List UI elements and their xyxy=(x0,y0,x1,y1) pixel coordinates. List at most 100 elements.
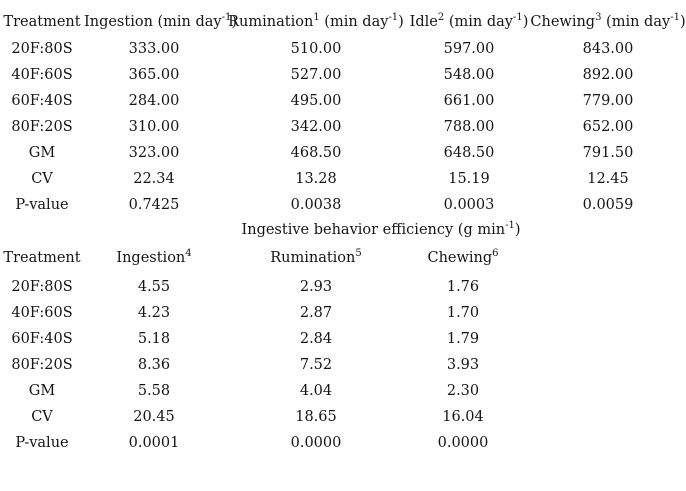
value-cell: 0.0000 xyxy=(437,435,489,451)
value-cell: 310.00 xyxy=(128,119,180,135)
table-row: CV 20.45 18.65 16.04 xyxy=(0,404,518,430)
efficiency-table: Treatment Ingestion4 Rumination5 Chewing6 20… xyxy=(0,242,518,456)
value-cell: 4.04 xyxy=(299,383,333,399)
superscript: -1 xyxy=(221,12,232,23)
chewing-activity-table: Treatment Ingestion (min day-1) Rumination… xyxy=(0,8,686,218)
value-cell: 788.00 xyxy=(443,119,495,135)
value-cell: 4.55 xyxy=(137,279,171,295)
treatment-label: 40F:60S xyxy=(11,67,73,83)
value-cell: 2.30 xyxy=(446,383,480,399)
value-cell: 1.76 xyxy=(446,279,480,295)
column-header: Rumination1 (min day-1) xyxy=(224,8,408,36)
superscript: -1 xyxy=(512,12,523,23)
value-cell: 510.00 xyxy=(290,41,342,57)
column-header: Idle2 (min day-1) xyxy=(408,8,530,36)
treatment-label: CV xyxy=(31,409,53,425)
value-cell: 20.45 xyxy=(133,409,175,425)
value-cell: 648.50 xyxy=(443,145,495,161)
column-header: Ingestion (min day-1) xyxy=(84,8,237,36)
treatment-label: 20F:80S xyxy=(11,41,73,57)
table-row: 80F:20S 8.36 7.52 3.93 xyxy=(0,352,518,378)
text-segment: (min day xyxy=(319,14,389,30)
superscript: -1 xyxy=(505,220,515,231)
value-cell: 527.00 xyxy=(290,67,342,83)
treatment-label: GM xyxy=(28,145,56,161)
superscript: 6 xyxy=(492,248,499,259)
table-row: 80F:20S 310.00 342.00 788.00 652.00 xyxy=(0,114,686,140)
treatment-label: 80F:20S xyxy=(11,119,73,135)
value-cell: 0.0038 xyxy=(290,197,342,213)
superscript: -1 xyxy=(388,12,399,23)
superscript: 5 xyxy=(355,248,362,259)
table-row: 20F:80S 4.55 2.93 1.76 xyxy=(0,274,518,300)
value-cell: 0.0003 xyxy=(443,197,495,213)
text-segment: ) xyxy=(679,14,686,30)
value-cell: 1.70 xyxy=(446,305,480,321)
value-cell: 13.28 xyxy=(295,171,337,187)
value-cell: 342.00 xyxy=(290,119,342,135)
value-cell: 2.84 xyxy=(299,331,333,347)
table-row: GM 5.58 4.04 2.30 xyxy=(0,378,518,404)
column-header: Chewing3 (min day-1) xyxy=(530,8,686,36)
superscript: 1 xyxy=(313,12,320,23)
text-segment: Idle xyxy=(409,14,438,30)
text-segment: Treatment xyxy=(3,14,81,30)
table-row: CV 22.34 13.28 15.19 12.45 xyxy=(0,166,686,192)
text-segment: Rumination xyxy=(270,250,356,266)
superscript: 4 xyxy=(185,248,192,259)
value-cell: 323.00 xyxy=(128,145,180,161)
value-cell: 495.00 xyxy=(290,93,342,109)
value-cell: 8.36 xyxy=(137,357,171,373)
superscript: 3 xyxy=(595,12,602,23)
value-cell: 15.19 xyxy=(448,171,490,187)
superscript: -1 xyxy=(670,12,680,23)
text-segment: Ingestive behavior efficiency (g min xyxy=(241,222,506,238)
value-cell: 365.00 xyxy=(128,67,180,83)
text-segment: Rumination xyxy=(228,14,314,30)
value-cell: 468.50 xyxy=(290,145,342,161)
value-cell: 0.0001 xyxy=(128,435,180,451)
value-cell: 5.18 xyxy=(137,331,171,347)
text-segment: (min day xyxy=(601,14,671,30)
column-header: Ingestion4 xyxy=(84,242,224,274)
treatment-label: 60F:40S xyxy=(11,331,73,347)
treatment-label: 40F:60S xyxy=(11,305,73,321)
treatment-label: GM xyxy=(28,383,56,399)
table-row: 60F:40S 284.00 495.00 661.00 779.00 xyxy=(0,88,686,114)
table-row: 20F:80S 333.00 510.00 597.00 843.00 xyxy=(0,36,686,62)
treatment-label: 80F:20S xyxy=(11,357,73,373)
column-header: Chewing6 xyxy=(408,242,518,274)
treatment-label: P-value xyxy=(15,197,69,213)
text-segment: Chewing xyxy=(530,14,596,30)
treatment-label: P-value xyxy=(15,435,69,451)
text-segment: Ingestion (min day xyxy=(84,14,222,30)
value-cell: 0.0059 xyxy=(582,197,634,213)
value-cell: 779.00 xyxy=(582,93,634,109)
value-cell: 22.34 xyxy=(133,171,175,187)
value-cell: 1.79 xyxy=(446,331,480,347)
value-cell: 892.00 xyxy=(582,67,634,83)
value-cell: 12.45 xyxy=(587,171,629,187)
value-cell: 4.23 xyxy=(137,305,171,321)
value-cell: 284.00 xyxy=(128,93,180,109)
text-segment: ) xyxy=(514,222,521,238)
value-cell: 16.04 xyxy=(442,409,484,425)
value-cell: 3.93 xyxy=(446,357,480,373)
treatment-label: 60F:40S xyxy=(11,93,73,109)
value-cell: 5.58 xyxy=(137,383,171,399)
text-segment: Ingestion xyxy=(116,250,186,266)
treatment-label: CV xyxy=(31,171,53,187)
value-cell: 652.00 xyxy=(582,119,634,135)
value-cell: 791.50 xyxy=(582,145,634,161)
value-cell: 2.87 xyxy=(299,305,333,321)
table-row: GM 323.00 468.50 648.50 791.50 xyxy=(0,140,686,166)
table-row: 40F:60S 4.23 2.87 1.70 xyxy=(0,300,518,326)
treatment-label: 20F:80S xyxy=(11,279,73,295)
value-cell: 7.52 xyxy=(299,357,333,373)
value-cell: 333.00 xyxy=(128,41,180,57)
text-segment: ) xyxy=(522,14,529,30)
efficiency-section-title: Ingestive behavior efficiency (g min-1) xyxy=(76,218,686,242)
value-cell: 2.93 xyxy=(299,279,333,295)
value-cell: 0.0000 xyxy=(290,435,342,451)
table-row: P-value 0.7425 0.0038 0.0003 0.0059 xyxy=(0,192,686,218)
